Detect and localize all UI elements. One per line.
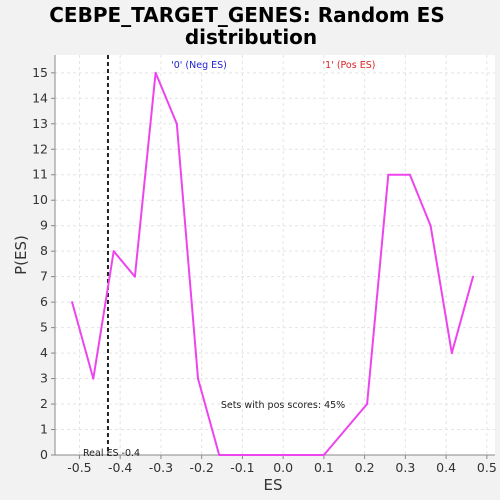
y-tick-label: 10 <box>32 192 48 207</box>
x-tick-label: -0.1 <box>230 460 254 475</box>
x-tick-label: 0.2 <box>355 460 375 475</box>
x-tick-label: 0.5 <box>477 460 497 475</box>
x-tick-label: 0.3 <box>395 460 415 475</box>
real-es-annotation: Real ES -0.4 <box>83 448 140 459</box>
y-tick-label: 6 <box>40 294 48 309</box>
chart-title-line2: distribution <box>185 25 317 49</box>
data-point <box>71 301 74 304</box>
y-tick-label: 5 <box>40 320 48 335</box>
y-tick-label: 3 <box>40 371 48 386</box>
data-point <box>112 250 115 253</box>
y-tick-label: 14 <box>32 90 48 105</box>
data-point <box>238 454 241 456</box>
data-point <box>197 377 199 380</box>
y-tick-label: 13 <box>32 116 48 131</box>
x-tick-label: -0.3 <box>149 460 173 475</box>
data-point <box>133 275 136 278</box>
series-line <box>71 71 474 456</box>
y-tick-label: 8 <box>40 243 48 258</box>
data-point <box>154 71 157 74</box>
data-point <box>366 403 369 406</box>
y-axis-label: P(ES) <box>12 235 30 275</box>
annotations: '0' (Neg ES) '1' (Pos ES) Sets with pos … <box>83 60 375 459</box>
data-point <box>387 173 390 176</box>
data-point <box>92 377 95 380</box>
y-tick-label: 15 <box>32 65 48 80</box>
data-series <box>71 55 474 456</box>
y-tick-label: 7 <box>40 269 48 284</box>
data-point <box>429 224 432 227</box>
y-tick-label: 12 <box>32 141 48 156</box>
data-point <box>218 454 221 456</box>
plot-area <box>55 55 495 455</box>
y-tick-label: 11 <box>32 167 48 182</box>
data-point <box>472 275 474 278</box>
pos-scores-annotation: Sets with pos scores: 45% <box>221 400 345 411</box>
y-tick-label: 1 <box>40 422 48 437</box>
neg-es-label: '0' (Neg ES) <box>171 60 227 71</box>
x-axis-label: ES <box>264 476 283 494</box>
y-tick-label: 9 <box>40 218 48 233</box>
data-point <box>450 352 453 355</box>
y-tick-label: 0 <box>40 447 48 462</box>
pos-es-label: '1' (Pos ES) <box>323 60 376 71</box>
x-tick-label: 0.1 <box>314 460 334 475</box>
chart-title-line1: CEBPE_TARGET_GENES: Random ES <box>49 3 445 27</box>
x-tick-label: -0.2 <box>189 460 213 475</box>
x-tick-label: -0.4 <box>108 460 132 475</box>
data-point <box>281 454 284 456</box>
data-point <box>175 122 178 125</box>
grid <box>55 55 495 456</box>
x-tick-label: 0.4 <box>436 460 456 475</box>
data-point <box>408 173 411 176</box>
y-tick-label: 2 <box>40 396 48 411</box>
x-tick-label: -0.5 <box>67 460 91 475</box>
data-point <box>260 454 263 456</box>
x-tick-label: 0.0 <box>273 460 293 475</box>
data-point <box>322 454 325 456</box>
y-tick-label: 4 <box>40 345 48 360</box>
